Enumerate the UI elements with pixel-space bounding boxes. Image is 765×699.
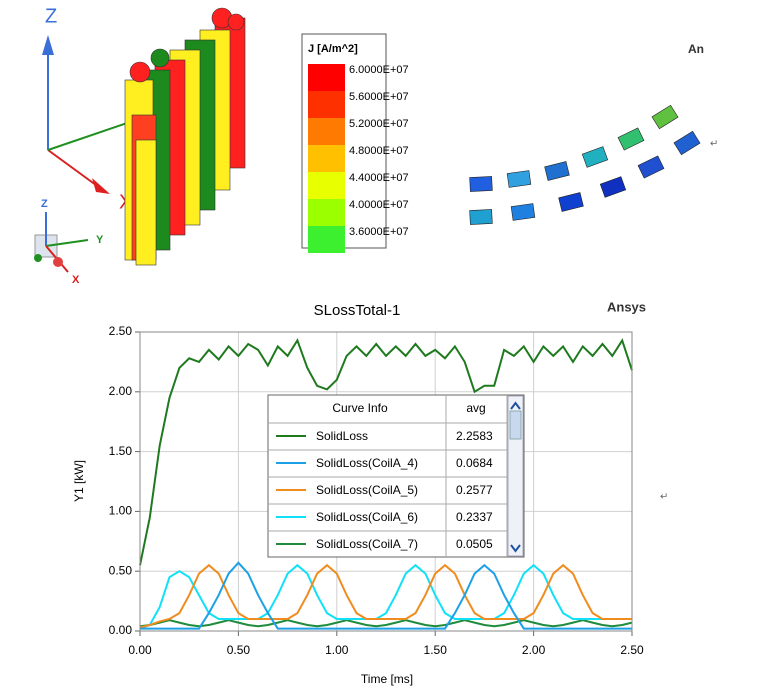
series-line (139, 338, 633, 566)
x-tick-label: 0.50 (227, 643, 251, 657)
mini-triad (34, 212, 89, 273)
scroll-arrow (510, 544, 521, 553)
x-axis-label: Time [ms] (361, 672, 413, 686)
triad (42, 35, 131, 194)
legend-label: SolidLoss(CoilA_6) (316, 510, 418, 524)
series-line (139, 563, 632, 630)
series-line (139, 619, 633, 628)
legend-header: avg (466, 401, 485, 415)
colorbar-label: 4.4000E+07 (349, 172, 409, 184)
colorbar-swatch (308, 172, 345, 199)
legend-header: Curve Info (332, 401, 388, 415)
colorbar-swatch (308, 64, 345, 91)
series-line (140, 561, 632, 630)
legend-label: SolidLoss (316, 429, 368, 443)
legend-box (267, 394, 525, 558)
colorbar-swatch (308, 145, 345, 172)
axis-label: Z (41, 198, 48, 210)
paragraph-mark: ↵ (710, 139, 718, 150)
legend: Curve Info avg SolidLoss 2.2583 SolidLoss(Co… (267, 394, 525, 558)
colorbar-label: 5.6000E+07 (349, 91, 409, 103)
legend-avg: 0.0505 (456, 537, 493, 551)
paragraph-mark: ↵ (660, 492, 668, 503)
x-tick-label: 0.00 (128, 643, 152, 657)
colorbar-label: 4.8000E+07 (349, 145, 409, 157)
chart-title: SLossTotal-1 (314, 302, 401, 319)
y-axis-label: Y1 [kW] (72, 460, 86, 502)
brand: Ansys (607, 299, 646, 314)
series-line (139, 563, 632, 629)
plot-lines (139, 338, 633, 630)
legend-avg: 0.0684 (456, 456, 493, 470)
scroll-arrow (510, 401, 521, 410)
legend-label: SolidLoss(CoilA_5) (316, 483, 418, 497)
axis-label: X (72, 274, 80, 286)
legend-avg: 0.2337 (456, 510, 493, 524)
colorbar-label: 3.6000E+07 (349, 226, 409, 238)
x-tick-label: 1.50 (424, 643, 448, 657)
colorbar-title: J [A/m^2] (308, 43, 358, 55)
colorbar-label: 4.0000E+07 (349, 199, 409, 211)
y-tick-label: 0.00 (109, 623, 133, 637)
axis-label: Z (45, 5, 57, 27)
y-tick-label: 2.50 (109, 324, 133, 338)
y-tick-label: 2.00 (109, 384, 133, 398)
legend-label: SolidLoss(CoilA_7) (316, 537, 418, 551)
colorbar-label: 6.0000E+07 (349, 64, 409, 76)
colorbar-swatch (308, 118, 345, 145)
legend-avg: 2.2583 (456, 429, 493, 443)
legend-label: SolidLoss(CoilA_4) (316, 456, 418, 470)
legend-avg: 0.2577 (456, 483, 493, 497)
colorbar-swatch (308, 226, 345, 253)
brand: An (688, 42, 704, 56)
x-tick-label: 1.00 (325, 643, 349, 657)
coil-model (124, 7, 246, 266)
axis-label: Y (96, 234, 104, 246)
colorbar-label: 5.2000E+07 (349, 118, 409, 130)
y-tick-label: 1.00 (109, 504, 133, 518)
x-tick-label: 2.00 (522, 643, 546, 657)
stator-blocks (469, 104, 701, 225)
y-tick-label: 0.50 (109, 563, 133, 577)
colorbar-swatch (308, 199, 345, 226)
plot-frame (139, 331, 633, 632)
colorbar-swatch (308, 91, 345, 118)
y-tick-label: 1.50 (109, 444, 133, 458)
scrollbar-thumb (509, 410, 522, 440)
colorbar: 6.0000E+07 5.6000E+07 5.2000E+07 4.8000E+07… (308, 64, 409, 253)
x-tick-label: 2.50 (620, 643, 644, 657)
